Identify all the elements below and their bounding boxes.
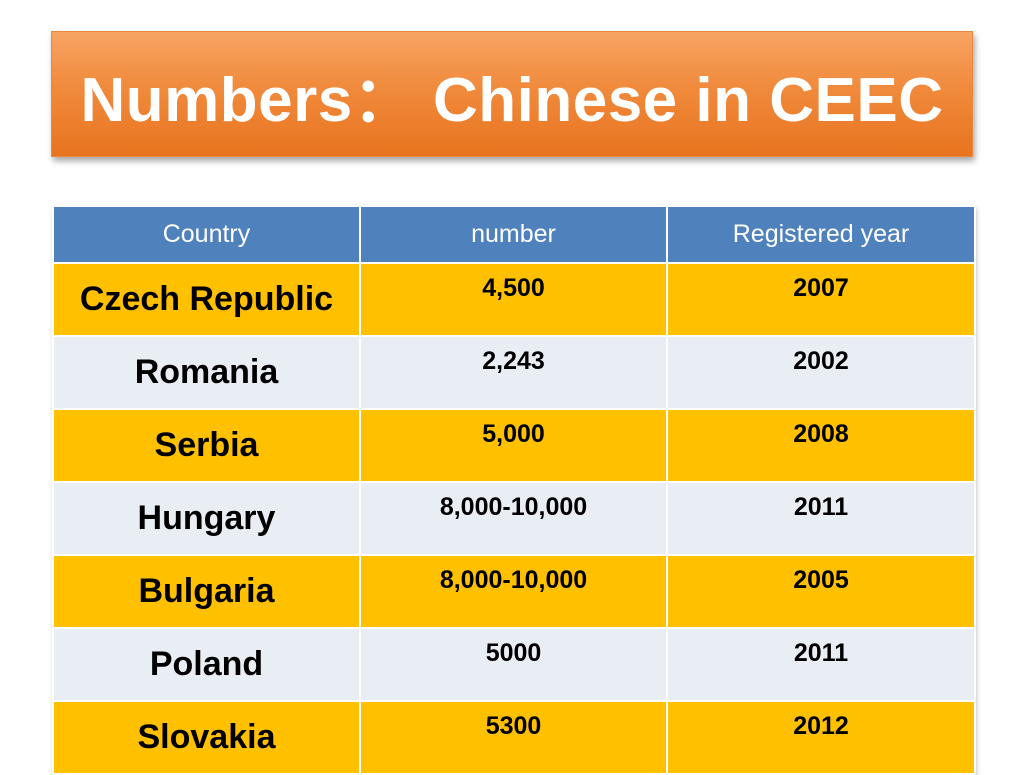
table-header-row: Country number Registered year [52,205,976,264]
table-row: Poland 5000 2011 [52,627,976,702]
country-cell: Romania [52,335,361,410]
number-cell: 4,500 [359,262,668,337]
country-cell: Poland [52,627,361,702]
number-cell: 2,243 [359,335,668,410]
year-cell: 2002 [666,335,976,410]
number-cell: 8,000-10,000 [359,481,668,556]
country-cell: Czech Republic [52,262,361,337]
year-cell: 2011 [666,481,976,556]
number-cell: 5,000 [359,408,668,483]
year-cell: 2008 [666,408,976,483]
year-cell: 2012 [666,700,976,775]
number-cell: 8,000-10,000 [359,554,668,629]
table-row: Bulgaria 8,000-10,000 2005 [52,554,976,629]
number-cell: 5000 [359,627,668,702]
year-cell: 2007 [666,262,976,337]
country-cell: Slovakia [52,700,361,775]
table-row: Czech Republic 4,500 2007 [52,262,976,337]
slide-title: Numbers： Chinese in CEEC [80,66,944,135]
table-row: Romania 2,243 2002 [52,335,976,410]
number-cell: 5300 [359,700,668,775]
table-row: Slovakia 5300 2012 [52,700,976,775]
table-row: Serbia 5,000 2008 [52,408,976,483]
data-table: Country number Registered year Czech Rep… [52,205,976,775]
header-number: number [359,205,668,264]
table-row: Hungary 8,000-10,000 2011 [52,481,976,556]
year-cell: 2005 [666,554,976,629]
year-cell: 2011 [666,627,976,702]
country-cell: Bulgaria [52,554,361,629]
header-country: Country [52,205,361,264]
title-banner: Numbers： Chinese in CEEC [51,31,973,157]
country-cell: Hungary [52,481,361,556]
country-cell: Serbia [52,408,361,483]
header-registered-year: Registered year [666,205,976,264]
data-table-container: Country number Registered year Czech Rep… [52,205,976,775]
